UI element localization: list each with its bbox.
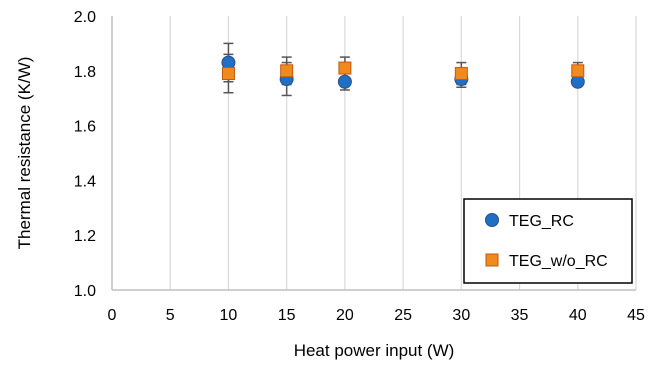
data-points bbox=[221, 55, 585, 89]
axes-layer bbox=[111, 16, 636, 291]
legend-label-teg-rc: TEG_RC bbox=[509, 213, 574, 230]
legend-marker-teg-rc bbox=[485, 213, 499, 227]
y-tick-label: 1.8 bbox=[74, 64, 96, 81]
data-point-teg-wo-rc bbox=[280, 64, 294, 78]
x-tick-labels: 0 5 10 15 20 25 30 35 40 45 bbox=[108, 307, 645, 324]
data-point-teg-wo-rc bbox=[338, 61, 352, 75]
legend-marker-teg-wo-rc bbox=[485, 253, 499, 267]
y-tick-label: 1.4 bbox=[74, 173, 96, 190]
legend: TEG_RC TEG_w/o_RC bbox=[463, 198, 633, 284]
x-tick-label: 45 bbox=[627, 307, 645, 324]
data-point-teg-rc bbox=[337, 74, 352, 89]
y-tick-labels: 1.0 1.2 1.4 1.6 1.8 2.0 bbox=[74, 9, 96, 300]
legend-label-teg-wo-rc: TEG_w/o_RC bbox=[509, 253, 608, 270]
x-tick-label: 25 bbox=[394, 307, 412, 324]
x-tick-label: 10 bbox=[220, 307, 238, 324]
x-tick-label: 15 bbox=[278, 307, 296, 324]
x-tick-label: 0 bbox=[108, 307, 117, 324]
data-point-teg-wo-rc bbox=[221, 67, 235, 81]
y-tick-label: 1.0 bbox=[74, 283, 96, 300]
x-tick-label: 40 bbox=[569, 307, 587, 324]
y-tick-label: 1.6 bbox=[74, 119, 96, 136]
x-tick-label: 35 bbox=[511, 307, 529, 324]
x-tick-label: 20 bbox=[336, 307, 354, 324]
x-axis-title: Heat power input (W) bbox=[294, 341, 455, 360]
legend-box bbox=[463, 198, 633, 284]
data-point-teg-wo-rc bbox=[571, 64, 585, 78]
y-tick-label: 1.2 bbox=[74, 228, 96, 245]
y-tick-label: 2.0 bbox=[74, 9, 96, 26]
y-axis-title: Thermal resistance (K/W) bbox=[15, 57, 34, 250]
x-tick-label: 30 bbox=[452, 307, 470, 324]
x-tick-label: 5 bbox=[166, 307, 175, 324]
data-point-teg-wo-rc bbox=[454, 67, 468, 81]
